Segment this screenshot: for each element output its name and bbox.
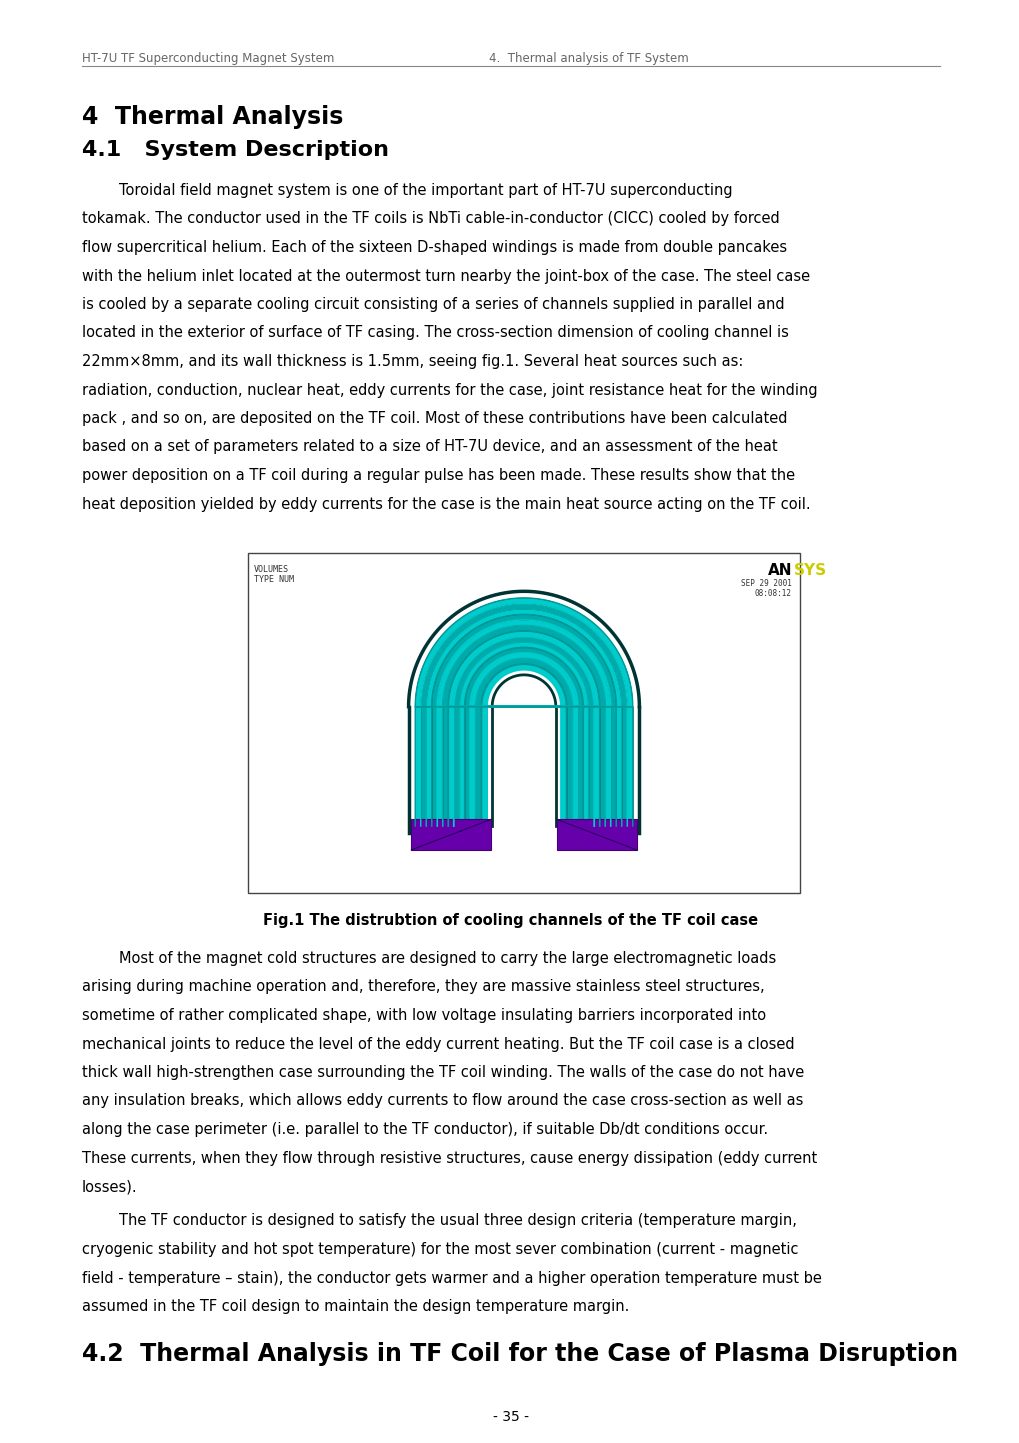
Text: thick wall high-strengthen case surrounding the TF coil winding. The walls of th: thick wall high-strengthen case surround… — [82, 1065, 803, 1079]
Polygon shape — [447, 707, 453, 825]
Polygon shape — [411, 820, 490, 850]
Text: any insulation breaks, which allows eddy currents to flow around the case cross-: any insulation breaks, which allows eddy… — [82, 1094, 803, 1108]
Polygon shape — [465, 707, 470, 825]
Text: power deposition on a TF coil during a regular pulse has been made. These result: power deposition on a TF coil during a r… — [82, 468, 795, 483]
Text: 4.2  Thermal Analysis in TF Coil for the Case of Plasma Disruption: 4.2 Thermal Analysis in TF Coil for the … — [82, 1342, 957, 1365]
Polygon shape — [577, 707, 583, 825]
Polygon shape — [431, 615, 615, 707]
Text: - 35 -: - 35 - — [492, 1410, 529, 1424]
Text: VOLUMES: VOLUMES — [254, 566, 288, 574]
Polygon shape — [465, 648, 583, 707]
Text: field - temperature – stain), the conductor gets warmer and a higher operation t: field - temperature – stain), the conduc… — [82, 1270, 821, 1286]
Text: HT-7U TF Superconducting Magnet System: HT-7U TF Superconducting Magnet System — [82, 52, 334, 65]
Polygon shape — [426, 609, 622, 707]
Polygon shape — [622, 707, 627, 825]
Text: losses).: losses). — [82, 1179, 138, 1193]
Text: tokamak. The conductor used in the TF coils is NbTi cable-in-conductor (CICC) co: tokamak. The conductor used in the TF co… — [82, 212, 779, 227]
Text: These currents, when they flow through resistive structures, cause energy dissip: These currents, when they flow through r… — [82, 1150, 816, 1166]
Polygon shape — [415, 597, 632, 707]
Text: mechanical joints to reduce the level of the eddy current heating. But the TF co: mechanical joints to reduce the level of… — [82, 1036, 794, 1052]
Text: 4  Thermal Analysis: 4 Thermal Analysis — [82, 105, 343, 128]
Text: SEP 29 2001: SEP 29 2001 — [741, 579, 791, 587]
Bar — [248, 553, 799, 893]
Text: is cooled by a separate cooling circuit consisting of a series of channels suppl: is cooled by a separate cooling circuit … — [82, 297, 784, 312]
Text: The TF conductor is designed to satisfy the usual three design criteria (tempera: The TF conductor is designed to satisfy … — [82, 1214, 796, 1228]
Polygon shape — [583, 707, 588, 825]
Text: along the case perimeter (i.e. parallel to the TF conductor), if suitable Db/dt : along the case perimeter (i.e. parallel … — [82, 1123, 767, 1137]
Polygon shape — [572, 707, 577, 825]
Polygon shape — [470, 707, 476, 825]
Polygon shape — [476, 658, 572, 707]
Text: radiation, conduction, nuclear heat, eddy currents for the case, joint resistanc: radiation, conduction, nuclear heat, edd… — [82, 382, 817, 397]
Text: pack , and so on, are deposited on the TF coil. Most of these contributions have: pack , and so on, are deposited on the T… — [82, 411, 787, 426]
Polygon shape — [481, 707, 486, 825]
Polygon shape — [470, 654, 577, 707]
Text: 22mm×8mm, and its wall thickness is 1.5mm, seeing fig.1. Several heat sources su: 22mm×8mm, and its wall thickness is 1.5m… — [82, 354, 743, 369]
Polygon shape — [610, 707, 615, 825]
Polygon shape — [426, 707, 431, 825]
Polygon shape — [420, 603, 627, 707]
Polygon shape — [459, 707, 465, 825]
Polygon shape — [453, 636, 594, 707]
Polygon shape — [447, 631, 599, 707]
Text: flow supercritical helium. Each of the sixteen D-shaped windings is made from do: flow supercritical helium. Each of the s… — [82, 240, 787, 255]
Polygon shape — [453, 707, 459, 825]
Polygon shape — [437, 707, 442, 825]
Text: 4.  Thermal analysis of TF System: 4. Thermal analysis of TF System — [488, 52, 688, 65]
Text: TYPE NUM: TYPE NUM — [254, 574, 293, 584]
Polygon shape — [437, 620, 610, 707]
Polygon shape — [481, 664, 567, 707]
Text: based on a set of parameters related to a size of HT-7U device, and an assessmen: based on a set of parameters related to … — [82, 440, 776, 455]
Polygon shape — [615, 707, 622, 825]
Text: SYS: SYS — [793, 563, 826, 579]
Polygon shape — [594, 707, 599, 825]
Text: heat deposition yielded by eddy currents for the case is the main heat source ac: heat deposition yielded by eddy currents… — [82, 496, 810, 511]
Polygon shape — [627, 707, 632, 825]
Text: Most of the magnet cold structures are designed to carry the large electromagnet: Most of the magnet cold structures are d… — [82, 951, 775, 965]
Text: located in the exterior of surface of TF casing. The cross-section dimension of : located in the exterior of surface of TF… — [82, 326, 788, 341]
Polygon shape — [420, 707, 426, 825]
Text: cryogenic stability and hot spot temperature) for the most sever combination (cu: cryogenic stability and hot spot tempera… — [82, 1242, 798, 1257]
Text: AN: AN — [766, 563, 791, 579]
Text: assumed in the TF coil design to maintain the design temperature margin.: assumed in the TF coil design to maintai… — [82, 1299, 629, 1315]
Text: Fig.1 The distrubtion of cooling channels of the TF coil case: Fig.1 The distrubtion of cooling channel… — [263, 913, 758, 928]
Polygon shape — [599, 707, 604, 825]
Polygon shape — [560, 707, 567, 825]
Polygon shape — [459, 642, 588, 707]
Text: arising during machine operation and, therefore, they are massive stainless stee: arising during machine operation and, th… — [82, 980, 764, 994]
Polygon shape — [442, 707, 447, 825]
Text: 4.1   System Description: 4.1 System Description — [82, 140, 388, 160]
Polygon shape — [604, 707, 610, 825]
Text: sometime of rather complicated shape, with low voltage insulating barriers incor: sometime of rather complicated shape, wi… — [82, 1009, 765, 1023]
Polygon shape — [567, 707, 572, 825]
Text: 08:08:12: 08:08:12 — [754, 589, 791, 597]
Polygon shape — [588, 707, 594, 825]
Polygon shape — [442, 625, 604, 707]
Text: with the helium inlet located at the outermost turn nearby the joint-box of the : with the helium inlet located at the out… — [82, 268, 809, 283]
Polygon shape — [556, 820, 636, 850]
Text: Toroidal field magnet system is one of the important part of HT-7U superconducti: Toroidal field magnet system is one of t… — [82, 183, 732, 198]
Polygon shape — [415, 707, 420, 825]
Polygon shape — [431, 707, 437, 825]
Polygon shape — [476, 707, 481, 825]
